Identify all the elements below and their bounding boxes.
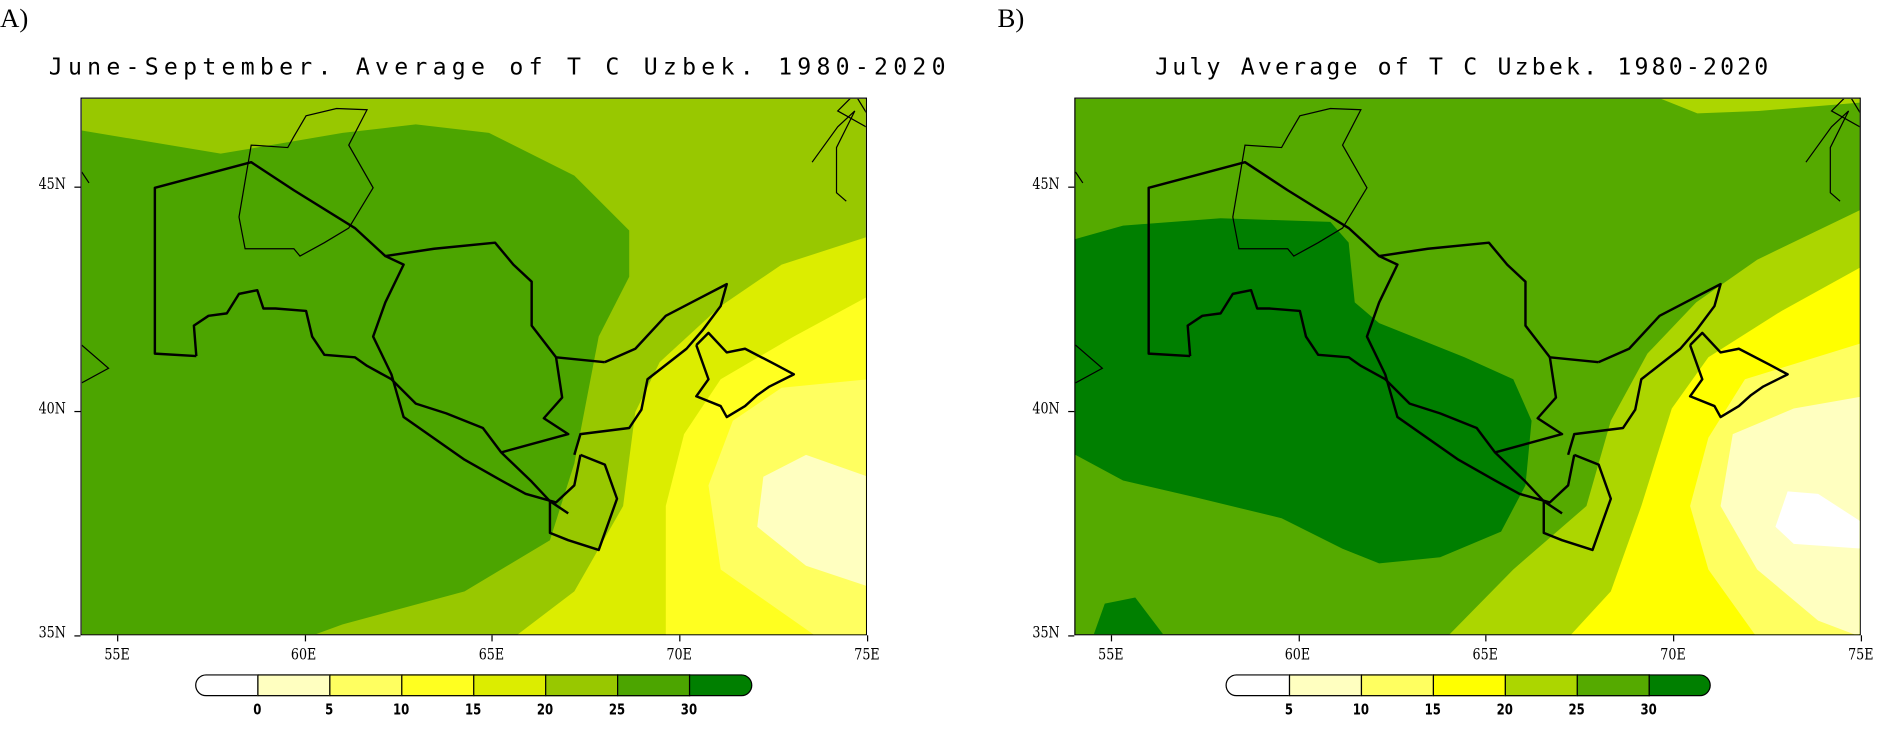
colorbar-label: 15: [1424, 701, 1441, 719]
colorbar-swatch: [1432, 674, 1506, 697]
lon-tick-label: 60E: [1284, 646, 1311, 665]
lon-tick-mark: [304, 635, 307, 642]
lat-tick-mark: [1068, 186, 1075, 188]
colorbar-label: 5: [325, 701, 334, 719]
lon-tick-label: 65E: [1472, 646, 1498, 665]
lat-tick-mark: [74, 410, 81, 413]
lon-tick-label: 65E: [478, 646, 505, 665]
panel-a-title: June-September. Average of T C Uzbek. 19…: [48, 53, 951, 81]
lon-tick-label: 55E: [1098, 646, 1124, 665]
colorbar-swatch: [195, 674, 259, 697]
panel-a-label: A): [0, 2, 29, 33]
panel-a-contours: [81, 98, 866, 635]
lat-tick-mark: [1068, 635, 1075, 637]
colorbar-swatch: [1288, 674, 1363, 697]
colorbar-swatch: [473, 674, 547, 697]
lon-tick-label: 70E: [1660, 646, 1686, 665]
lon-tick-mark: [1485, 635, 1487, 642]
colorbar-label: 5: [1284, 701, 1293, 719]
lon-tick-mark: [679, 635, 681, 642]
colorbar-label: 15: [464, 701, 482, 719]
panel-b-label: B): [997, 2, 1025, 33]
lon-tick-mark: [1860, 635, 1863, 642]
colorbar-swatch: [688, 674, 753, 697]
colorbar-label: 0: [253, 701, 262, 719]
colorbar-label: 25: [608, 701, 626, 719]
panel-b-title: July Average of T C Uzbek. 1980-2020: [1155, 53, 1772, 81]
colorbar-label: 30: [680, 701, 698, 719]
lat-tick-label: 35N: [1032, 624, 1060, 643]
colorbar-label: 10: [393, 701, 410, 719]
lon-tick-mark: [1673, 635, 1675, 642]
contour-below-5: [1775, 491, 1860, 549]
panel-b-map: [1074, 97, 1861, 636]
contour-0-5: [757, 454, 866, 586]
lat-tick-label: 40N: [38, 399, 66, 419]
lat-tick-label: 45N: [1032, 175, 1060, 194]
contour-25-30: [81, 124, 630, 635]
colorbar-label: 20: [536, 701, 554, 719]
lon-tick-label: 75E: [854, 646, 880, 665]
colorbar-swatch: [1504, 674, 1578, 697]
colorbar-swatch: [1360, 674, 1435, 697]
lat-tick-label: 40N: [1032, 399, 1060, 419]
lon-tick-mark: [1110, 635, 1113, 642]
colorbar-label: 10: [1352, 701, 1369, 719]
colorbar-swatch: [617, 674, 691, 697]
lat-tick-mark: [74, 635, 81, 637]
contour-above-30-sw: [1093, 597, 1163, 635]
panel-a-map: [80, 97, 867, 636]
colorbar-swatch: [401, 674, 475, 697]
lat-tick-mark: [74, 186, 81, 188]
lon-tick-label: 55E: [104, 646, 130, 665]
lat-tick-label: 45N: [38, 175, 66, 194]
colorbar-swatch: [329, 674, 403, 697]
colorbar-swatch: [1648, 674, 1711, 697]
colorbar-swatch: [1225, 674, 1291, 697]
contour-20-25-top: [1660, 98, 1860, 114]
lon-tick-label: 70E: [666, 646, 692, 665]
colorbar-swatch: [257, 674, 331, 697]
lon-tick-label: 75E: [1848, 646, 1874, 665]
contour-above-30: [1075, 218, 1532, 564]
lat-tick-label: 35N: [38, 624, 66, 643]
panel-b-contours: [1075, 98, 1860, 635]
lon-tick-mark: [117, 635, 119, 642]
colorbar-label: 25: [1568, 701, 1585, 719]
lon-tick-mark: [866, 635, 869, 642]
lon-tick-mark: [1298, 635, 1300, 642]
lat-tick-mark: [1068, 410, 1075, 413]
lon-tick-label: 60E: [290, 646, 317, 665]
colorbar-swatch: [1576, 674, 1650, 697]
colorbar-swatch: [545, 674, 619, 697]
colorbar-label: 20: [1496, 701, 1513, 719]
lon-tick-mark: [491, 635, 493, 642]
colorbar-label: 30: [1640, 701, 1657, 719]
